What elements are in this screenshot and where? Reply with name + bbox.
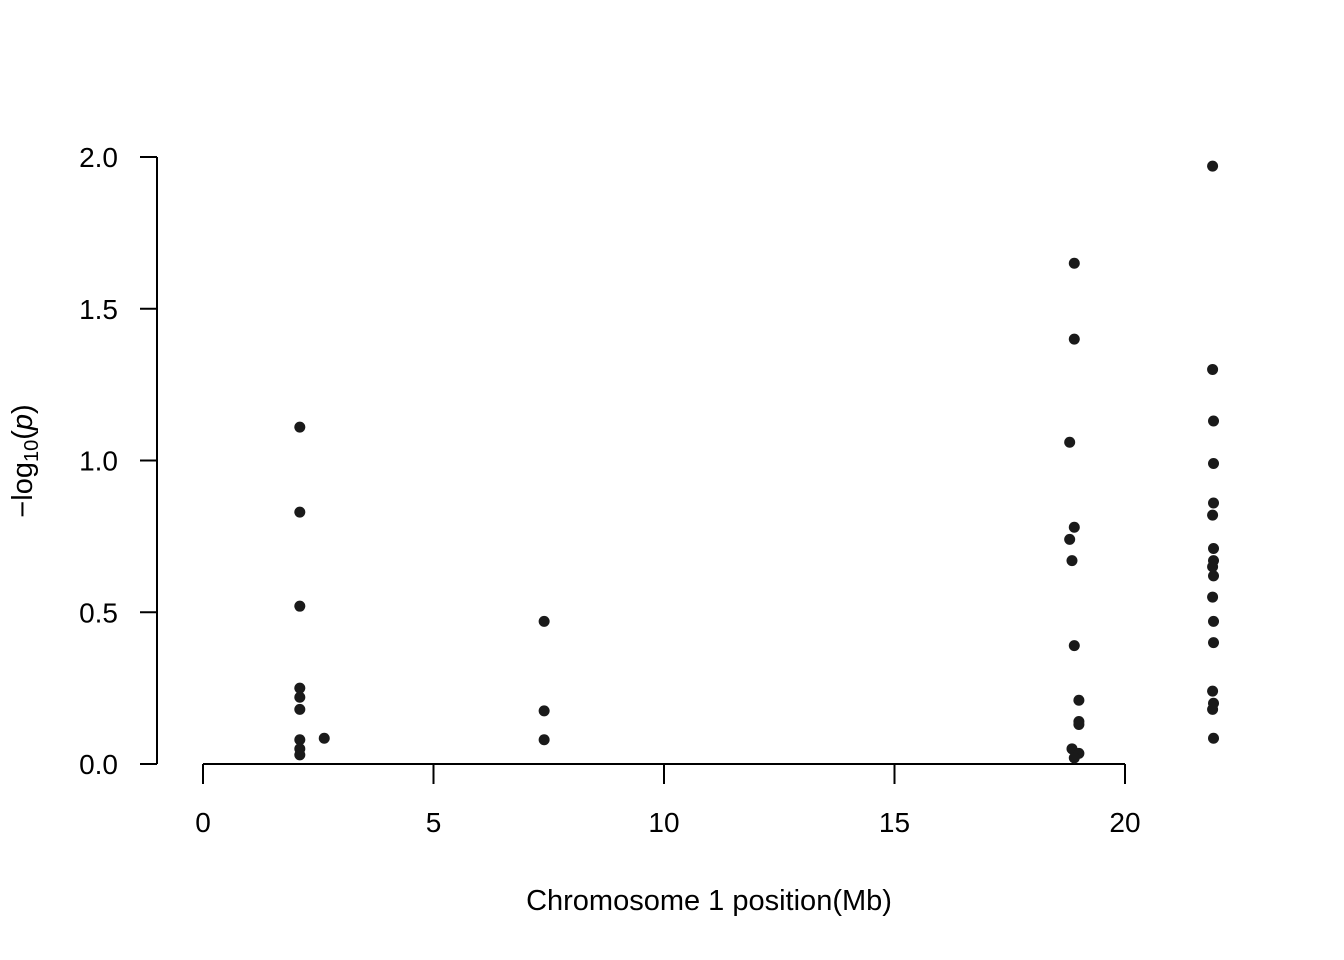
y-axis: 0.0 0.5 1.0 1.5 2.0 (79, 142, 158, 780)
y-axis-title-open: ( (7, 430, 39, 440)
data-point (1066, 555, 1078, 567)
data-point (294, 506, 306, 518)
y-axis-title-close: ) (7, 404, 39, 414)
x-tick-label: 5 (426, 807, 442, 838)
data-point (1068, 752, 1080, 764)
y-tick-label: 1.5 (79, 294, 118, 325)
data-point (294, 703, 306, 715)
y-tick-label: 0.5 (79, 597, 118, 628)
x-tick-label: 15 (879, 807, 910, 838)
data-point (1068, 521, 1080, 533)
data-point (1068, 333, 1080, 345)
data-point (1073, 719, 1085, 731)
data-point (294, 600, 306, 612)
y-axis-title: −log10(p) (7, 404, 43, 517)
data-point (294, 749, 306, 761)
y-axis-title-prefix: −log (7, 462, 39, 518)
data-point (1068, 640, 1080, 652)
y-axis-title-subscript: 10 (21, 440, 43, 462)
x-tick-label: 20 (1109, 807, 1140, 838)
data-point (1207, 509, 1219, 521)
data-point (1207, 591, 1219, 603)
data-point (1208, 570, 1220, 582)
data-point (294, 691, 306, 703)
data-point (1064, 533, 1076, 545)
data-point (538, 705, 550, 717)
data-point (294, 682, 306, 694)
data-point (318, 732, 330, 744)
data-points (294, 160, 1220, 764)
x-axis: 0 5 10 15 20 (195, 763, 1141, 838)
data-point (1207, 363, 1219, 375)
data-point (1208, 497, 1220, 509)
data-point (1208, 637, 1220, 649)
x-axis-title: Chromosome 1 position(Mb) (526, 885, 892, 917)
data-point (1208, 615, 1220, 627)
data-point (294, 421, 306, 433)
data-point (1068, 257, 1080, 269)
data-point (538, 734, 550, 746)
data-point (1208, 732, 1220, 744)
y-tick-label: 2.0 (79, 142, 118, 173)
data-point (1064, 436, 1076, 448)
data-point (1207, 160, 1219, 172)
data-point (1207, 685, 1219, 697)
data-point (1207, 703, 1219, 715)
y-tick-label: 0.0 (79, 749, 118, 780)
data-point (1208, 415, 1220, 427)
data-point (538, 615, 550, 627)
y-axis-title-variable: p (7, 414, 39, 431)
data-point (1208, 543, 1220, 555)
data-point (294, 734, 306, 746)
y-tick-label: 1.0 (79, 446, 118, 477)
data-point (1208, 458, 1220, 470)
x-tick-label: 0 (195, 807, 211, 838)
data-point (1207, 561, 1219, 573)
x-tick-label: 10 (648, 807, 679, 838)
data-point (1073, 694, 1085, 706)
